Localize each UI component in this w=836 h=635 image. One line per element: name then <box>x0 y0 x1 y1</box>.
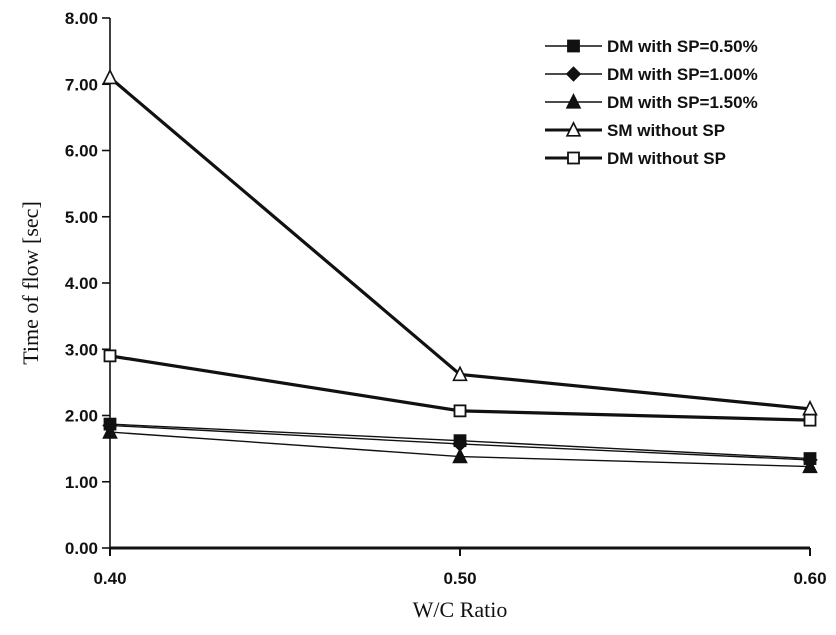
legend-label: DM with SP=1.50% <box>607 93 758 112</box>
legend-marker <box>565 93 582 109</box>
data-point <box>802 457 818 474</box>
legend-label: DM with SP=0.50% <box>607 37 758 56</box>
y-tick-label: 2.00 <box>65 407 98 426</box>
series-layer <box>102 68 818 474</box>
legend-item: DM without SP <box>545 149 726 168</box>
legend-marker <box>567 151 580 165</box>
y-tick-label: 7.00 <box>65 75 98 94</box>
data-point <box>102 423 118 439</box>
data-point <box>452 365 468 382</box>
series-group <box>103 349 817 427</box>
legend-label: DM without SP <box>607 149 726 168</box>
y-tick-label: 3.00 <box>65 340 98 359</box>
legend-label: DM with SP=1.00% <box>607 65 758 84</box>
legend-marker <box>565 121 582 137</box>
data-point <box>453 404 467 418</box>
x-tick-label: 0.60 <box>793 569 826 588</box>
x-tick-label: 0.40 <box>93 569 126 588</box>
legend-item: DM with SP=0.50% <box>545 37 758 56</box>
y-axis-title: Time of flow [sec] <box>18 201 43 365</box>
y-tick-label: 5.00 <box>65 208 98 227</box>
y-tick-label: 8.00 <box>65 9 98 28</box>
axes: 0.00 1.00 2.00 3.00 4.00 5.00 6.00 7.00 8.00 0.40… <box>65 9 827 588</box>
y-tick-label: 4.00 <box>65 274 98 293</box>
y-tick-label: 6.00 <box>65 142 98 161</box>
data-point <box>452 447 468 464</box>
legend: DM with SP=0.50% DM with SP=1.00% DM with … <box>545 37 758 168</box>
legend-item: DM with SP=1.50% <box>545 93 758 112</box>
series-group <box>102 68 818 416</box>
data-point <box>803 413 817 427</box>
legend-item: SM without SP <box>545 121 725 140</box>
series-group <box>102 423 818 474</box>
data-point <box>103 349 117 363</box>
y-tick-label: 1.00 <box>65 473 98 492</box>
legend-label: SM without SP <box>607 121 725 140</box>
legend-marker <box>565 66 582 82</box>
x-axis-title: W/C Ratio <box>413 597 508 622</box>
x-tick-label: 0.50 <box>443 569 476 588</box>
data-point <box>102 68 118 85</box>
y-tick-label: 0.00 <box>65 539 98 558</box>
legend-item: DM with SP=1.00% <box>545 65 758 84</box>
legend-marker <box>567 39 580 53</box>
